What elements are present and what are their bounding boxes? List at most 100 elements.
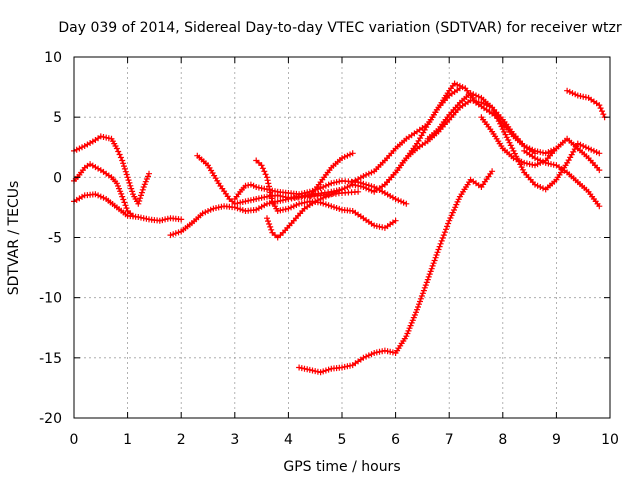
data-point xyxy=(590,147,597,154)
data-point xyxy=(451,207,457,213)
data-point xyxy=(175,229,182,236)
data-point xyxy=(266,186,273,193)
data-point xyxy=(341,185,348,192)
data-point xyxy=(438,237,445,244)
data-point xyxy=(534,156,541,163)
data-point xyxy=(126,179,133,186)
data-point xyxy=(268,195,275,202)
y-tick-label: -10 xyxy=(39,291,62,307)
data-point xyxy=(441,229,448,236)
series-arc-k xyxy=(349,80,560,186)
series-line xyxy=(266,87,461,239)
data-point xyxy=(534,182,541,189)
data-point xyxy=(580,143,587,149)
series-arc-i xyxy=(296,168,496,376)
data-point xyxy=(320,368,327,375)
series-arc-o xyxy=(521,147,603,210)
data-point xyxy=(360,173,367,180)
data-point xyxy=(118,190,125,197)
data-point xyxy=(202,209,209,216)
data-point xyxy=(320,194,327,201)
data-point xyxy=(415,304,421,310)
data-point xyxy=(511,150,518,157)
data-point xyxy=(365,170,372,177)
data-point xyxy=(403,333,410,340)
data-point xyxy=(498,123,505,130)
data-point xyxy=(392,196,399,202)
data-point xyxy=(596,167,603,174)
x-tick-label: 8 xyxy=(498,432,507,448)
series-arc-c xyxy=(71,191,185,224)
data-point xyxy=(341,153,348,160)
data-point xyxy=(79,144,85,151)
data-point xyxy=(116,151,123,158)
data-point xyxy=(266,221,273,227)
data-point xyxy=(267,223,274,230)
data-point xyxy=(234,205,241,212)
data-point xyxy=(473,92,479,99)
data-point xyxy=(580,93,587,100)
data-point xyxy=(455,196,462,203)
data-point xyxy=(368,351,375,358)
data-point xyxy=(599,108,605,115)
y-tick-label: 0 xyxy=(53,170,62,186)
x-tick-label: 6 xyxy=(391,432,400,448)
data-point xyxy=(129,188,136,195)
data-point xyxy=(439,235,446,241)
data-point xyxy=(139,186,146,193)
data-point xyxy=(312,198,319,205)
data-point xyxy=(434,249,441,256)
data-point xyxy=(288,204,295,211)
series-arc-m xyxy=(424,90,603,193)
series-arc-p xyxy=(564,87,608,121)
data-point xyxy=(121,199,128,206)
data-point xyxy=(582,144,589,151)
data-point xyxy=(261,168,268,175)
x-tick-label: 7 xyxy=(445,432,454,448)
data-point xyxy=(322,193,329,200)
data-point xyxy=(411,312,418,318)
data-point xyxy=(355,188,362,195)
data-point xyxy=(365,352,372,359)
chart-title: Day 039 of 2014, Sidereal Day-to-day VTE… xyxy=(58,20,622,36)
data-point xyxy=(428,265,435,272)
data-point xyxy=(489,104,496,111)
data-point xyxy=(588,146,595,153)
data-point xyxy=(120,196,127,203)
data-point xyxy=(499,126,506,133)
data-point xyxy=(537,157,544,164)
data-point xyxy=(178,216,185,223)
data-point xyxy=(138,189,145,196)
series-arc-j xyxy=(306,150,356,200)
data-point xyxy=(440,232,447,239)
data-point xyxy=(540,185,546,192)
data-point xyxy=(505,137,512,143)
data-point xyxy=(506,139,513,146)
data-point xyxy=(119,193,126,200)
data-point xyxy=(159,217,166,224)
data-point xyxy=(416,301,422,308)
data-point xyxy=(100,194,107,201)
data-point xyxy=(328,191,335,198)
data-point xyxy=(120,160,127,167)
data-point xyxy=(424,276,431,283)
x-tick-label: 4 xyxy=(284,432,293,448)
data-point xyxy=(347,182,353,189)
data-point xyxy=(596,102,603,109)
y-tick-label: 10 xyxy=(44,50,62,66)
data-point xyxy=(436,243,443,250)
data-point xyxy=(435,246,442,253)
data-point xyxy=(268,226,275,233)
data-point xyxy=(363,185,370,192)
series-layer xyxy=(71,80,608,376)
data-point xyxy=(429,262,436,269)
grid xyxy=(74,57,610,418)
data-point xyxy=(339,155,345,162)
data-point xyxy=(423,279,430,286)
data-point xyxy=(128,185,135,192)
data-point xyxy=(113,180,120,187)
data-point xyxy=(320,184,327,190)
y-tick-label: 5 xyxy=(53,110,62,126)
data-point xyxy=(447,215,454,221)
data-point xyxy=(145,173,151,180)
